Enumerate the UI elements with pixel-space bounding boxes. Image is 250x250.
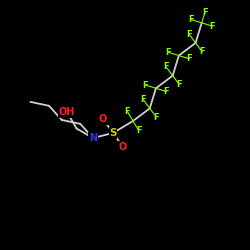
Text: O: O	[119, 142, 127, 152]
Text: N: N	[89, 133, 97, 143]
Text: F: F	[200, 47, 205, 56]
Text: F: F	[188, 15, 194, 24]
Text: F: F	[176, 80, 182, 89]
Text: F: F	[136, 126, 141, 135]
Text: F: F	[142, 80, 148, 90]
Text: F: F	[154, 113, 159, 122]
Text: F: F	[124, 107, 130, 116]
Text: F: F	[202, 8, 208, 17]
Text: F: F	[163, 62, 169, 71]
Text: OH: OH	[59, 107, 75, 117]
Text: S: S	[109, 128, 117, 138]
Text: F: F	[164, 87, 169, 96]
Text: F: F	[186, 30, 192, 39]
Text: F: F	[140, 95, 146, 104]
Text: F: F	[166, 48, 171, 57]
Text: F: F	[210, 22, 215, 30]
Text: O: O	[99, 114, 107, 124]
Text: F: F	[186, 54, 192, 63]
